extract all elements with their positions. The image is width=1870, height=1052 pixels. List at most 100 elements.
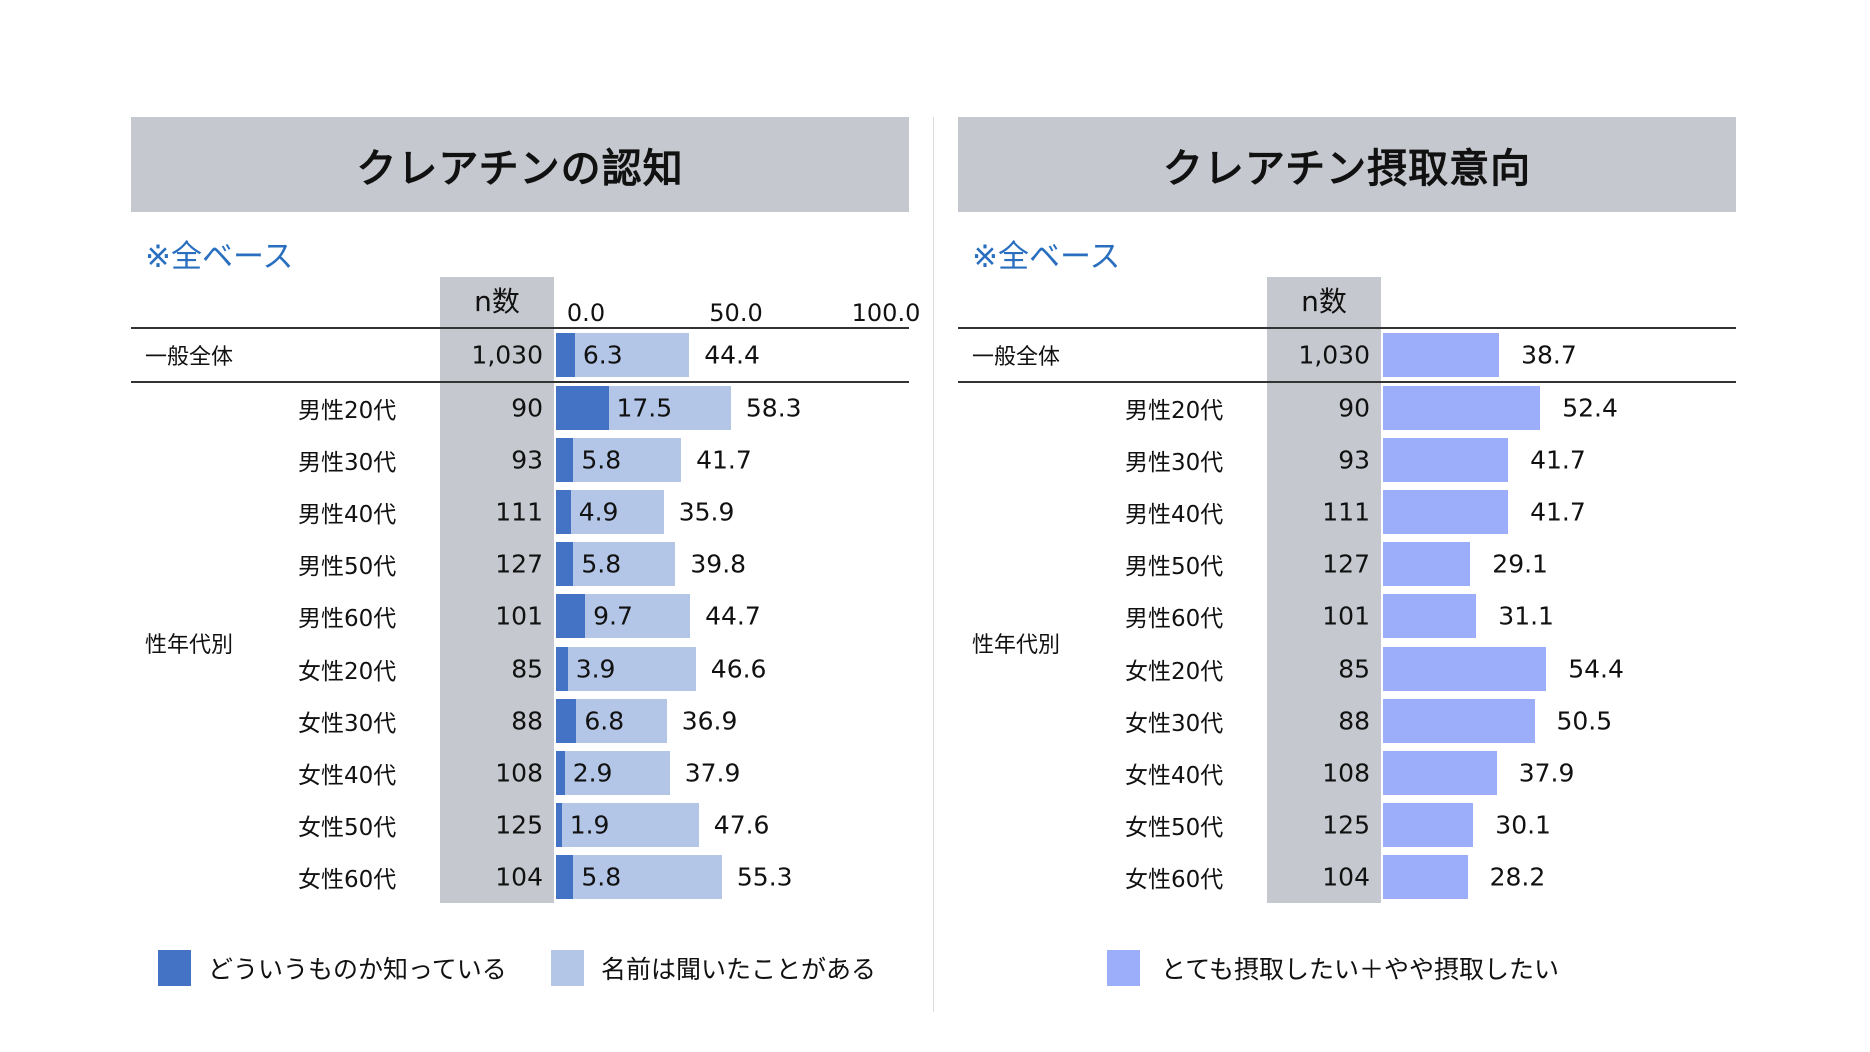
intent-base-note: ※全ベース	[972, 239, 1121, 275]
awareness-value-known: 5.8	[581, 445, 622, 475]
intent-value: 37.9	[1518, 758, 1575, 788]
intent-title: クレアチン摂取意向	[1162, 145, 1532, 192]
intent-row-label: 男性40代	[1125, 502, 1224, 528]
awareness-bar-heard	[556, 333, 690, 377]
awareness-bar-known	[556, 333, 575, 377]
intent-bar	[1383, 594, 1477, 638]
awareness-value-heard: 55.3	[736, 862, 793, 892]
intent-n-value: 104	[1322, 862, 1370, 892]
intent-value: 50.5	[1556, 706, 1613, 736]
intent-panel: クレアチン摂取意向 ※全ベース n数 一般全体 性年代別 1,030 38.7 男性…	[958, 0, 1748, 1052]
awareness-value-heard: 47.6	[713, 810, 770, 840]
intent-n-header: n数	[1301, 285, 1347, 318]
awareness-value-known: 2.9	[572, 758, 613, 788]
intent-n-value: 85	[1338, 654, 1370, 684]
intent-bar	[1383, 386, 1541, 430]
intent-value: 41.7	[1530, 445, 1586, 475]
intent-n-column	[1267, 277, 1381, 903]
awareness-bar-heard	[556, 803, 699, 847]
awareness-n-value: 93	[511, 445, 543, 475]
awareness-value-known: 9.7	[593, 601, 633, 631]
intent-bar	[1383, 699, 1535, 743]
awareness-value-heard: 35.9	[678, 497, 735, 527]
awareness-total-rule	[131, 381, 909, 383]
intent-group-label: 性年代別	[972, 633, 1061, 658]
awareness-row-label: 男性30代	[298, 450, 397, 476]
awareness-n-value: 111	[495, 497, 543, 527]
awareness-group-label: 性年代別	[145, 633, 234, 658]
awareness-bar-heard	[556, 647, 696, 691]
awareness-bar-known	[556, 438, 574, 482]
intent-title-bar: クレアチン摂取意向	[958, 117, 1736, 212]
intent-header-rule	[958, 327, 1736, 329]
intent-row-label: 女性20代	[1125, 659, 1224, 685]
awareness-value-heard: 39.8	[690, 549, 747, 579]
awareness-bar-known	[556, 542, 574, 586]
awareness-n-value: 85	[511, 654, 543, 684]
awareness-row-label: 女性60代	[298, 867, 397, 893]
intent-row-label: 男性50代	[1125, 554, 1224, 580]
awareness-bar-known	[556, 699, 577, 743]
intent-row-label: 男性30代	[1125, 450, 1224, 476]
awareness-value-heard: 37.9	[684, 758, 741, 788]
awareness-row-label: 女性40代	[298, 763, 397, 789]
awareness-bar-known	[556, 803, 562, 847]
awareness-bar-heard	[556, 490, 664, 534]
intent-value: 29.1	[1492, 549, 1548, 579]
awareness-title-bar: クレアチンの認知	[131, 117, 909, 212]
awareness-n-value: 1,030	[471, 340, 543, 370]
intent-n-value: 127	[1322, 549, 1370, 579]
intent-value: 30.1	[1495, 810, 1551, 840]
awareness-value-heard: 41.7	[696, 445, 752, 475]
intent-total-label: 一般全体	[972, 345, 1061, 370]
awareness-n-value: 101	[495, 601, 543, 631]
axis-tick-0: 0.0	[566, 299, 606, 327]
awareness-header-rule	[131, 327, 909, 329]
awareness-bar-heard	[556, 438, 682, 482]
awareness-value-known: 17.5	[616, 393, 673, 423]
awareness-n-value: 108	[495, 758, 543, 788]
intent-value: 41.7	[1530, 497, 1586, 527]
intent-value: 28.2	[1489, 862, 1546, 892]
legend-swatch-known	[158, 950, 191, 986]
intent-bar	[1383, 751, 1497, 795]
awareness-value-heard: 44.4	[704, 340, 760, 370]
intent-n-value: 125	[1322, 810, 1370, 840]
awareness-row-label: 男性50代	[298, 554, 397, 580]
awareness-row-label: 男性40代	[298, 502, 397, 528]
intent-row-label: 男性20代	[1125, 398, 1224, 424]
intent-value: 31.1	[1498, 601, 1554, 631]
awareness-row-label: 男性20代	[298, 398, 397, 424]
awareness-row-label: 男性60代	[298, 606, 397, 632]
awareness-bar-heard	[556, 855, 722, 899]
intent-value: 54.4	[1568, 654, 1624, 684]
intent-n-value: 101	[1322, 601, 1370, 631]
awareness-value-heard: 44.7	[705, 601, 761, 631]
intent-value: 38.7	[1521, 340, 1577, 370]
intent-n-value: 1,030	[1298, 340, 1370, 370]
intent-bar	[1383, 333, 1500, 377]
intent-bar	[1383, 438, 1509, 482]
awareness-n-header: n数	[474, 285, 520, 318]
axis-tick-50: 50.0	[709, 299, 763, 327]
awareness-value-heard: 58.3	[745, 393, 802, 423]
awareness-panel: クレアチンの認知 ※全ベース n数 0.0 50.0 100.0 一般全体 性年…	[131, 0, 921, 1052]
intent-row-label: 男性60代	[1125, 606, 1224, 632]
intent-total-rule	[958, 381, 1736, 383]
awareness-total-label: 一般全体	[145, 345, 234, 370]
awareness-value-known: 6.3	[582, 340, 623, 370]
awareness-value-known: 6.8	[584, 706, 625, 736]
awareness-row-label: 女性30代	[298, 711, 397, 737]
awareness-value-known: 1.9	[569, 810, 610, 840]
awareness-n-value: 90	[511, 393, 543, 423]
awareness-base-note: ※全ベース	[145, 239, 294, 275]
awareness-n-column	[440, 277, 554, 903]
legend-label-intent: とても摂取したい＋やや摂取したい	[1161, 955, 1560, 984]
axis-tick-100: 100.0	[851, 299, 921, 327]
awareness-value-heard: 36.9	[681, 706, 738, 736]
awareness-bar-known	[556, 647, 568, 691]
awareness-row-label: 女性50代	[298, 815, 397, 841]
intent-bar	[1383, 542, 1471, 586]
intent-n-value: 90	[1338, 393, 1370, 423]
awareness-row-label: 女性20代	[298, 659, 397, 685]
